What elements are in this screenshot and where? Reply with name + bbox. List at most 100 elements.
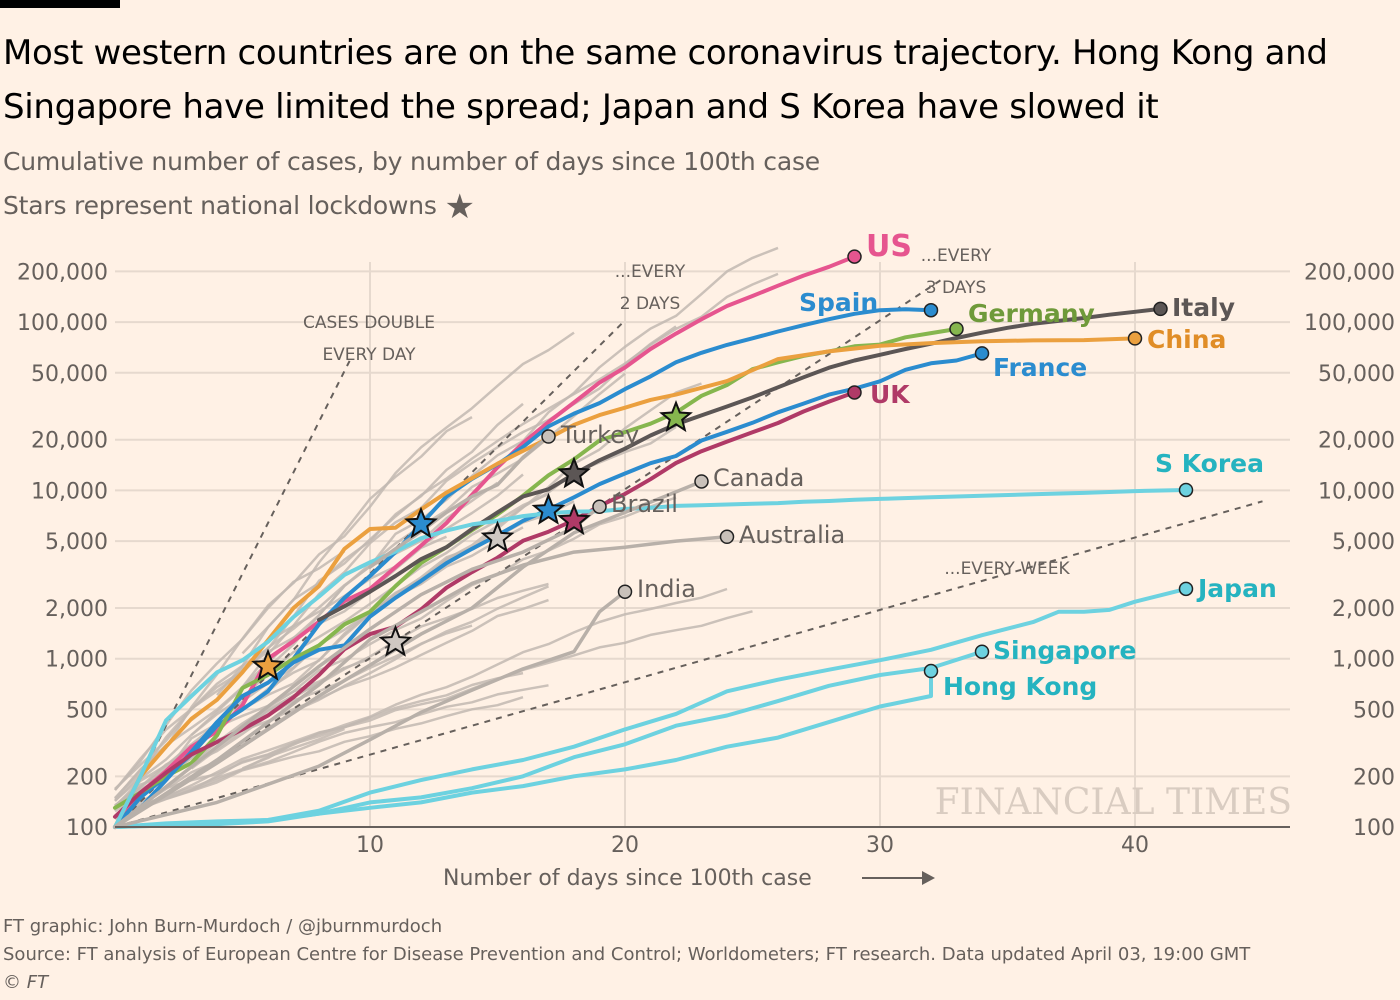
- footer-credit: FT graphic: John Burn-Murdoch / @jburnmu…: [3, 916, 443, 937]
- reference-label: 3 DAYS: [926, 278, 987, 298]
- y-axis-right: 100 200 500 1,000 2,000 5,000 10,000 20,000 50,0…: [1304, 260, 1395, 841]
- y-tick-label-left: 2,000: [45, 597, 108, 622]
- x-axis-label: Number of days since 100th case: [443, 866, 812, 891]
- series-end-dot: [719, 529, 735, 545]
- series-end-dot: [541, 429, 556, 444]
- background-country-line: [114, 473, 524, 791]
- x-axis-arrow-icon: [862, 871, 935, 885]
- chart-subtitle: Cumulative number of cases, by number of…: [3, 147, 820, 176]
- y-tick-label-right: 5,000: [1332, 530, 1395, 555]
- series-end-dot: [923, 663, 939, 679]
- series-line-india: [113, 589, 627, 829]
- x-tick-label: 20: [611, 833, 639, 858]
- series-end-dot: [847, 385, 862, 400]
- series-label: Singapore: [993, 636, 1137, 665]
- star-icon: ★: [444, 187, 475, 227]
- series-label: UK: [870, 380, 911, 409]
- series-label: Japan: [1196, 574, 1277, 603]
- series-label: India: [637, 575, 696, 603]
- x-tick-label: 40: [1121, 833, 1149, 858]
- subtitle2-text: Stars represent national lockdowns: [3, 191, 437, 220]
- background-country-lines: [114, 246, 779, 820]
- series-end-dot: [923, 302, 939, 318]
- lockdown-star-icon: [557, 456, 591, 489]
- lockdown-star-icon: [531, 492, 566, 525]
- lockdown-star-icon: [480, 520, 515, 553]
- series-label: S Korea: [1155, 449, 1264, 478]
- chart-subtitle-lockdowns: Stars represent national lockdowns ★: [3, 187, 475, 227]
- reference-label: CASES DOUBLE: [303, 313, 435, 333]
- y-tick-label-right: 100: [1353, 816, 1395, 841]
- background-country-line: [190, 246, 779, 736]
- chart-title: Most western countries are on the same c…: [3, 33, 1328, 127]
- series-label: Germany: [968, 299, 1095, 328]
- series-line-brazil: [113, 504, 602, 829]
- background-country-line: [114, 587, 728, 819]
- series-label: Canada: [713, 464, 804, 492]
- x-tick-label: 10: [356, 833, 384, 858]
- ft-watermark: FINANCIAL TIMES: [935, 782, 1292, 823]
- y-tick-label-left: 500: [66, 698, 108, 723]
- series-line-australia: [113, 535, 729, 829]
- series-line-canada: [113, 479, 704, 829]
- y-tick-label-left: 10,000: [31, 479, 108, 504]
- series-label: Brazil: [611, 490, 678, 518]
- series-end-dot: [1178, 581, 1194, 597]
- y-tick-label-right: 500: [1353, 698, 1395, 723]
- series-line-china: [113, 336, 1137, 829]
- background-country-line: [114, 684, 549, 820]
- y-tick-label-right: 50,000: [1318, 362, 1395, 387]
- footer-source: Source: FT analysis of European Centre f…: [3, 944, 1251, 965]
- background-country-line: [114, 481, 499, 802]
- doubling-reference-lines: CASES DOUBLE EVERY DAY ...EVERY 2 DAYS ...EV…: [114, 246, 1263, 828]
- y-tick-label-right: 10,000: [1318, 479, 1395, 504]
- y-tick-label-left: 200: [66, 765, 108, 790]
- series-label: China: [1147, 325, 1226, 354]
- series-end-dot: [974, 346, 990, 361]
- series-end-dot: [1178, 482, 1194, 498]
- background-country-line: [241, 372, 626, 688]
- series-end-dot: [847, 249, 862, 264]
- series-end-dots: [541, 249, 1194, 679]
- lockdown-star-icon: [404, 506, 438, 539]
- background-country-line: [114, 325, 677, 800]
- y-tick-label-left: 1,000: [45, 648, 108, 673]
- background-country-line: [114, 585, 549, 818]
- y-tick-label-left: 200,000: [17, 260, 108, 285]
- y-tick-label-left: 5,000: [45, 530, 108, 555]
- reference-label: 2 DAYS: [620, 294, 681, 314]
- series-label: Italy: [1172, 293, 1235, 322]
- series-end-dot: [1153, 301, 1168, 317]
- series-end-dot: [1127, 331, 1143, 346]
- background-country-line: [241, 416, 473, 655]
- background-country-line: [114, 610, 753, 817]
- lockdown-star-icon: [378, 624, 413, 657]
- series-label: US: [866, 229, 912, 264]
- ft-top-bar: [0, 0, 120, 8]
- series-end-dot: [694, 474, 709, 489]
- series-line-japan: [113, 586, 1188, 829]
- y-tick-label-left: 20,000: [31, 429, 108, 454]
- y-tick-label-right: 200: [1353, 765, 1395, 790]
- y-tick-label-right: 2,000: [1332, 597, 1395, 622]
- series-labels: US Spain Germany Italy China France UK S Korea J…: [560, 229, 1277, 701]
- y-tick-label-right: 1,000: [1332, 648, 1395, 673]
- reference-label: EVERY DAY: [322, 345, 416, 365]
- lockdown-star-icon: [659, 400, 693, 433]
- y-tick-label-right: 20,000: [1318, 429, 1395, 454]
- series-end-dot: [592, 499, 607, 514]
- series-label: Spain: [799, 288, 878, 317]
- reference-line-doubling-every-3-days: [114, 277, 945, 828]
- series-label: Turkey: [560, 421, 639, 449]
- y-tick-label-left: 100: [66, 816, 108, 841]
- lockdown-star-icon: [557, 503, 591, 536]
- lockdown-star-icon: [251, 648, 285, 681]
- background-country-line: [114, 492, 549, 802]
- series-line-us: [113, 254, 857, 829]
- x-axis: 10 20 30 40: [356, 833, 1149, 858]
- reference-label: ...EVERY: [921, 246, 992, 266]
- lockdown-stars: [251, 400, 693, 681]
- series-label: Hong Kong: [943, 672, 1097, 701]
- background-country-line: [114, 550, 346, 791]
